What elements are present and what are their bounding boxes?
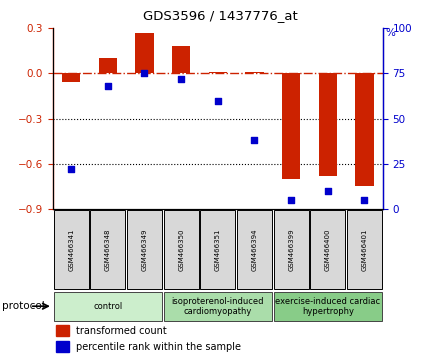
FancyBboxPatch shape — [54, 211, 89, 289]
Text: isoproterenol-induced
cardiomyopathy: isoproterenol-induced cardiomyopathy — [172, 297, 264, 316]
Bar — [62, 74, 81, 82]
Text: GSM466348: GSM466348 — [105, 228, 111, 271]
Text: transformed count: transformed count — [76, 326, 167, 336]
Text: GSM466341: GSM466341 — [68, 228, 74, 271]
Bar — [56, 325, 70, 336]
Text: GSM466400: GSM466400 — [325, 228, 331, 271]
Point — [178, 76, 185, 82]
Bar — [246, 72, 264, 74]
Bar — [356, 74, 374, 186]
Bar — [282, 74, 300, 179]
Point — [214, 98, 221, 103]
Text: GSM466350: GSM466350 — [178, 228, 184, 271]
Text: GSM466399: GSM466399 — [288, 228, 294, 271]
FancyBboxPatch shape — [310, 211, 345, 289]
Text: GDS3596 / 1437776_at: GDS3596 / 1437776_at — [143, 9, 297, 22]
FancyBboxPatch shape — [164, 211, 199, 289]
FancyBboxPatch shape — [90, 211, 125, 289]
Bar — [172, 46, 191, 74]
Text: GSM466351: GSM466351 — [215, 228, 221, 271]
Bar — [136, 33, 154, 74]
FancyBboxPatch shape — [200, 211, 235, 289]
Text: GSM466349: GSM466349 — [142, 228, 147, 271]
Point — [288, 197, 295, 202]
FancyBboxPatch shape — [164, 292, 272, 321]
Text: GSM466394: GSM466394 — [252, 228, 257, 271]
Text: control: control — [93, 302, 122, 311]
Bar — [209, 72, 227, 74]
FancyBboxPatch shape — [274, 211, 309, 289]
Text: protocol: protocol — [2, 301, 45, 311]
FancyBboxPatch shape — [347, 211, 382, 289]
Text: exercise-induced cardiac
hypertrophy: exercise-induced cardiac hypertrophy — [275, 297, 380, 316]
FancyBboxPatch shape — [237, 211, 272, 289]
Bar — [99, 58, 117, 74]
FancyBboxPatch shape — [127, 211, 162, 289]
Point — [68, 166, 75, 172]
FancyBboxPatch shape — [274, 292, 382, 321]
Point — [324, 188, 331, 194]
Point — [104, 83, 111, 89]
Point — [361, 197, 368, 202]
FancyBboxPatch shape — [54, 292, 162, 321]
Text: percentile rank within the sample: percentile rank within the sample — [76, 342, 241, 352]
Text: %: % — [385, 28, 395, 38]
Bar — [319, 74, 337, 176]
Point — [251, 137, 258, 143]
Text: GSM466401: GSM466401 — [362, 228, 367, 271]
Bar — [56, 341, 70, 353]
Point — [141, 71, 148, 76]
